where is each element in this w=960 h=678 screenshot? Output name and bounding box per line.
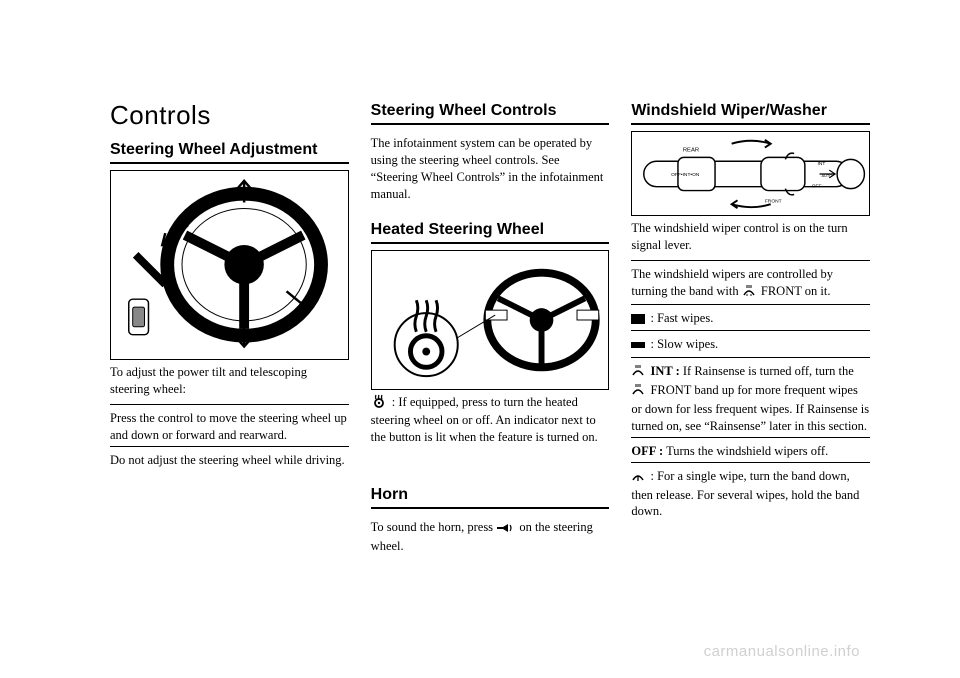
para-fast-wipes: : Fast wipes. bbox=[631, 304, 870, 329]
para-slow-wipes: : Slow wipes. bbox=[631, 330, 870, 355]
int-text-a: If Rainsense is turned off, turn the bbox=[680, 364, 854, 378]
column-3: Windshield Wiper/Washer REAR OFF•INT•ON … bbox=[631, 100, 870, 559]
slow-wipe-text: : Slow wipes. bbox=[647, 337, 718, 351]
para-adjust-press: Press the control to move the steering w… bbox=[110, 404, 349, 444]
svg-text:OFF: OFF bbox=[811, 184, 821, 190]
washer-front-icon-2 bbox=[631, 384, 645, 401]
figure-wiper-lever: REAR OFF•INT•ON INT OFF FRONT AUTO bbox=[631, 131, 870, 216]
int-label: INT : bbox=[647, 364, 679, 378]
off-text: Turns the windshield wipers off. bbox=[663, 444, 828, 458]
para-adjust-intro: To adjust the power tilt and telescoping… bbox=[110, 360, 349, 402]
heated-wheel-icon bbox=[371, 394, 387, 413]
single-wipe-text: : For a single wipe, turn the band down,… bbox=[631, 469, 859, 519]
para-horn: To sound the horn, press on the steering… bbox=[371, 515, 610, 559]
int-text-b: FRONT band up for more frequent wipes or… bbox=[631, 383, 869, 433]
para-wiper-intro1: The windshield wiper control is on the t… bbox=[631, 216, 870, 258]
para-int-wipes: INT : If Rainsense is turned off, turn t… bbox=[631, 357, 870, 435]
section-title: Controls bbox=[110, 100, 349, 131]
slow-wipe-icon bbox=[631, 338, 645, 355]
svg-text:FRONT: FRONT bbox=[764, 198, 781, 204]
fast-wipe-icon bbox=[631, 312, 645, 329]
heading-heated-wheel: Heated Steering Wheel bbox=[371, 221, 610, 244]
fast-wipe-text: : Fast wipes. bbox=[647, 311, 713, 325]
para-wiper-intro2: The windshield wipers are controlled by … bbox=[631, 260, 870, 302]
svg-text:AUTO: AUTO bbox=[821, 173, 832, 178]
washer-int-icon bbox=[631, 365, 645, 382]
para-adjust-warning: Do not adjust the steering wheel while d… bbox=[110, 446, 349, 469]
off-label: OFF : bbox=[631, 444, 663, 458]
column-2: Steering Wheel Controls The infotainment… bbox=[371, 100, 610, 559]
para-heated-wheel: : If equipped, press to turn the heated … bbox=[371, 390, 610, 451]
single-wipe-icon bbox=[631, 470, 645, 487]
svg-text:OFF•INT•ON: OFF•INT•ON bbox=[671, 172, 700, 178]
horn-icon bbox=[496, 521, 514, 538]
page: Controls Steering Wheel Adjustment To ad… bbox=[0, 0, 960, 599]
watermark: carmanualsonline.info bbox=[704, 643, 860, 660]
horn-text-a: To sound the horn, press bbox=[371, 520, 497, 534]
svg-text:INT: INT bbox=[817, 161, 825, 167]
heading-horn: Horn bbox=[371, 486, 610, 509]
heading-wiper-washer: Windshield Wiper/Washer bbox=[631, 102, 870, 125]
figure-heated-wheel bbox=[371, 250, 610, 390]
column-1: Controls Steering Wheel Adjustment To ad… bbox=[110, 100, 349, 559]
wiper-intro2-b: FRONT on it. bbox=[758, 284, 831, 298]
heading-steering-controls: Steering Wheel Controls bbox=[371, 102, 610, 125]
figure-steering-wheel bbox=[110, 170, 349, 360]
heading-steering-adjustment: Steering Wheel Adjustment bbox=[110, 141, 349, 164]
heated-wheel-illustration bbox=[372, 251, 609, 389]
steering-wheel-illustration bbox=[111, 171, 348, 358]
para-off: OFF : Turns the windshield wipers off. bbox=[631, 437, 870, 460]
para-single-wipe: : For a single wipe, turn the band down,… bbox=[631, 462, 870, 521]
wiper-lever-illustration: REAR OFF•INT•ON INT OFF FRONT AUTO bbox=[634, 132, 868, 215]
para-steering-controls: The infotainment system can be operated … bbox=[371, 131, 610, 207]
svg-text:REAR: REAR bbox=[682, 148, 698, 154]
heated-wheel-text: : If equipped, press to turn the heated … bbox=[371, 395, 598, 445]
washer-front-icon bbox=[742, 285, 756, 302]
